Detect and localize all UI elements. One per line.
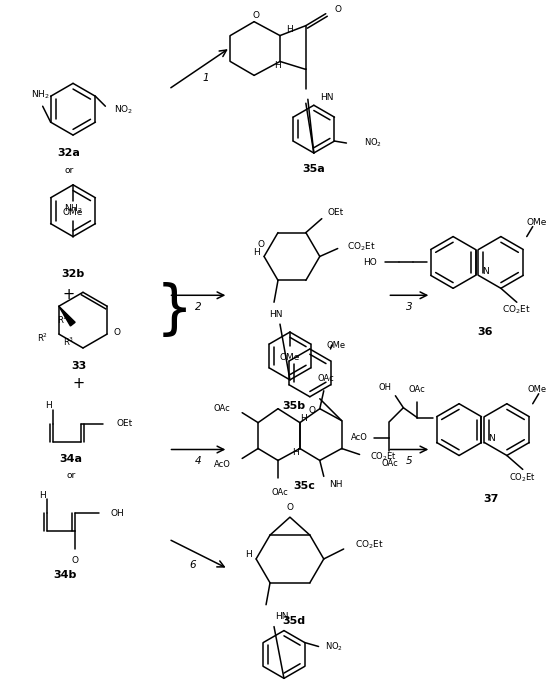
Text: CO$_2$Et: CO$_2$Et: [355, 539, 384, 552]
Text: 32a: 32a: [58, 148, 80, 158]
Text: H: H: [245, 550, 252, 559]
Text: 2: 2: [195, 302, 202, 312]
Text: AcO: AcO: [214, 460, 230, 469]
Text: R$^3$: R$^3$: [64, 336, 75, 348]
Text: N: N: [482, 267, 489, 276]
Text: OAc: OAc: [381, 459, 398, 468]
Text: R$^1$: R$^1$: [57, 314, 68, 326]
Text: AcO: AcO: [351, 433, 368, 442]
Text: NH: NH: [329, 480, 342, 489]
Text: N: N: [488, 434, 495, 443]
Text: H: H: [300, 414, 307, 424]
Text: }: }: [156, 281, 193, 339]
Text: O: O: [286, 503, 294, 512]
Text: NH$_2$: NH$_2$: [64, 202, 83, 215]
Text: NH$_2$: NH$_2$: [32, 88, 50, 101]
Text: OMe: OMe: [526, 218, 547, 227]
Text: O: O: [253, 11, 260, 20]
Text: H: H: [293, 448, 299, 457]
Text: 33: 33: [71, 361, 86, 371]
Text: OAc: OAc: [317, 374, 334, 384]
Text: OH: OH: [111, 509, 125, 518]
Text: 35d: 35d: [283, 615, 305, 626]
Text: 6: 6: [189, 560, 196, 570]
Text: OMe: OMe: [63, 208, 83, 217]
Text: HN: HN: [269, 309, 283, 318]
Text: OEt: OEt: [117, 419, 133, 428]
Text: 4: 4: [195, 456, 202, 466]
Text: H: H: [253, 248, 259, 257]
Text: OH: OH: [379, 384, 392, 392]
Text: 35b: 35b: [283, 400, 305, 411]
Text: OEt: OEt: [327, 208, 344, 217]
Text: O: O: [334, 5, 341, 14]
Polygon shape: [59, 306, 75, 326]
Text: CO$_2$Et: CO$_2$Et: [502, 304, 531, 316]
Text: or: or: [66, 471, 76, 480]
Text: 35a: 35a: [302, 164, 325, 174]
Text: OMe: OMe: [280, 354, 300, 363]
Text: R$^2$: R$^2$: [38, 332, 48, 344]
Text: OMe: OMe: [326, 340, 345, 349]
Text: H: H: [45, 401, 52, 410]
Text: HO: HO: [363, 258, 376, 267]
Text: CO$_2$Et: CO$_2$Et: [347, 240, 376, 253]
Text: 36: 36: [477, 327, 493, 337]
Text: H: H: [286, 25, 293, 34]
Text: 34b: 34b: [53, 570, 77, 580]
Text: NO$_2$: NO$_2$: [114, 104, 133, 116]
Text: OAc: OAc: [409, 385, 425, 394]
Text: 37: 37: [483, 494, 499, 504]
Text: O: O: [114, 328, 121, 337]
Text: 1: 1: [203, 74, 209, 83]
Text: +: +: [63, 287, 75, 302]
Text: CO$_2$Et: CO$_2$Et: [509, 471, 536, 484]
Text: NO$_2$: NO$_2$: [365, 136, 382, 149]
Text: 3: 3: [406, 302, 413, 312]
Text: 34a: 34a: [59, 454, 83, 464]
Text: O: O: [309, 406, 315, 415]
Text: HN: HN: [275, 612, 289, 621]
Text: 35c: 35c: [293, 482, 315, 491]
Text: OAc: OAc: [214, 404, 230, 413]
Text: H: H: [275, 61, 281, 70]
Text: OAc: OAc: [271, 488, 289, 497]
Text: O: O: [258, 240, 265, 249]
Text: 32b: 32b: [61, 270, 85, 279]
Text: CO$_2$Et: CO$_2$Et: [370, 450, 397, 463]
Text: +: +: [73, 377, 85, 391]
Text: or: or: [64, 167, 74, 176]
Text: NO$_2$: NO$_2$: [325, 640, 343, 653]
Text: 5: 5: [406, 456, 413, 466]
Text: H: H: [39, 491, 46, 500]
Text: O: O: [71, 556, 79, 566]
Text: HN: HN: [320, 93, 334, 102]
Text: OMe: OMe: [527, 385, 546, 394]
